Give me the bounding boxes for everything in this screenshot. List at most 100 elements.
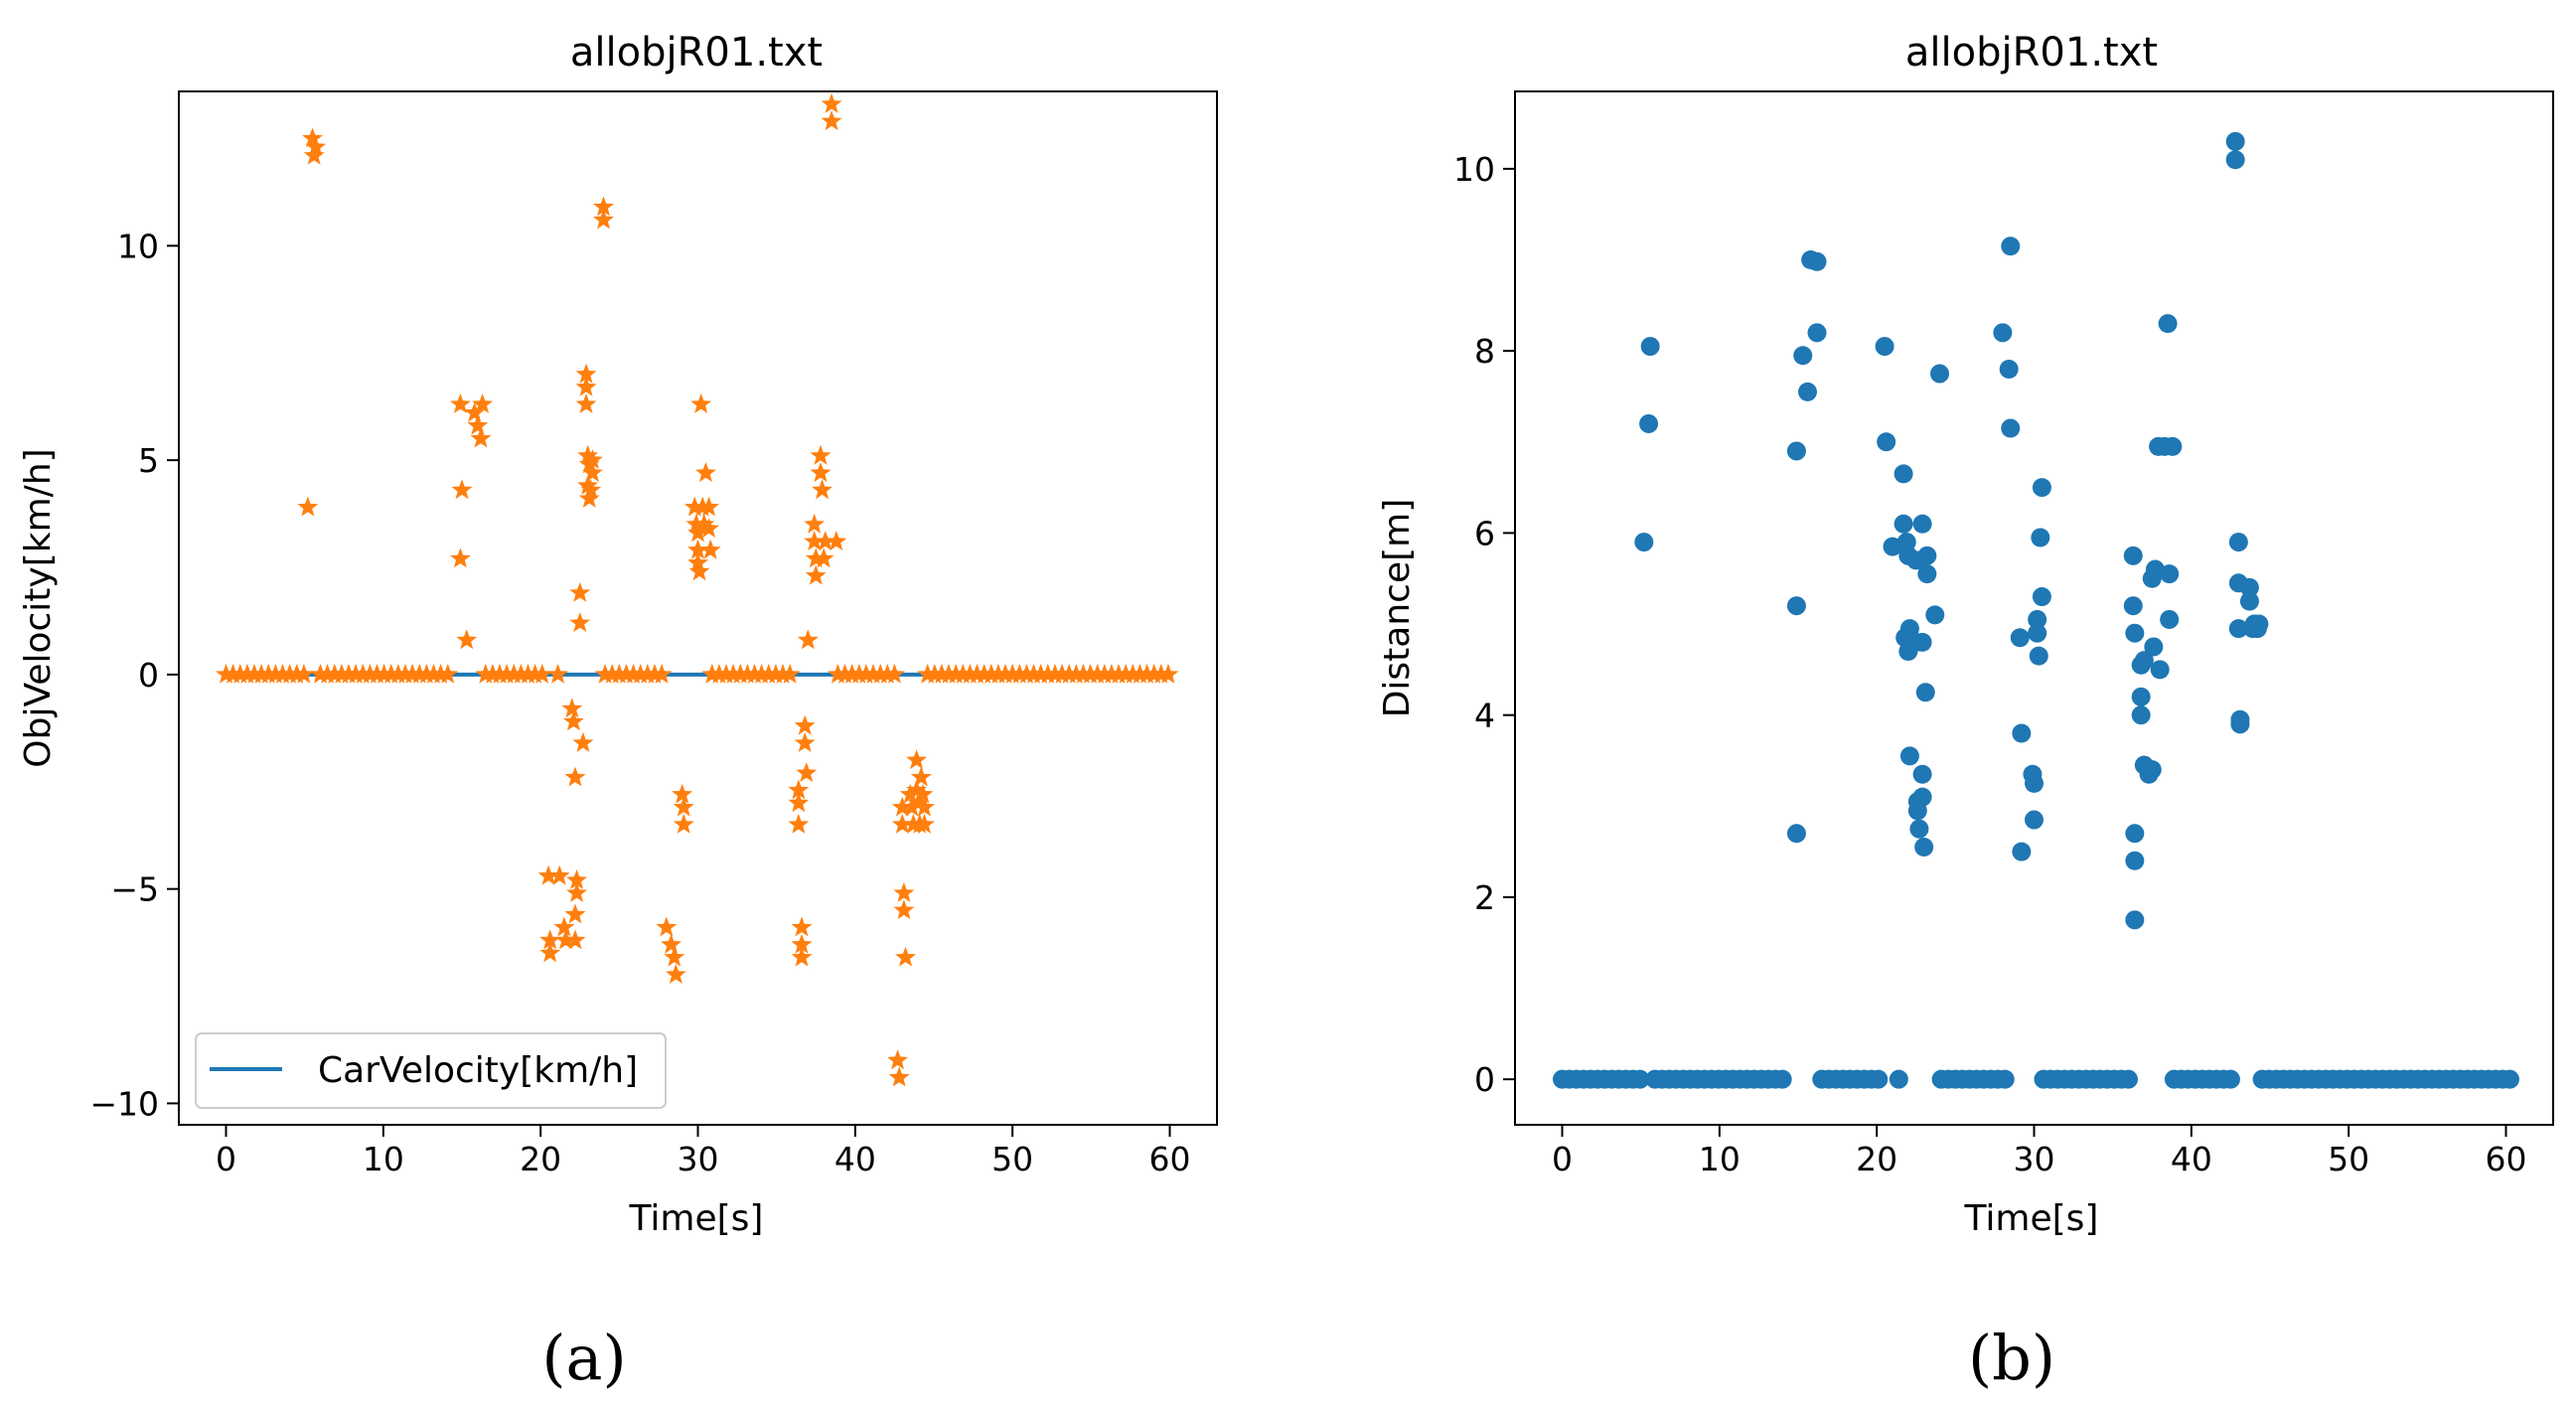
data-point-circle	[1995, 1069, 2015, 1089]
panel-label-b: (b)	[1968, 1322, 2055, 1394]
data-point-circle	[2032, 478, 2051, 498]
data-point-circle	[2131, 705, 2151, 725]
data-point-circle	[2500, 1069, 2519, 1089]
data-point-circle	[2158, 314, 2178, 334]
data-point-star	[539, 942, 561, 963]
data-point-star	[887, 1049, 908, 1070]
data-point-star	[665, 964, 686, 984]
data-point-star	[805, 547, 827, 568]
data-point-star	[305, 136, 327, 156]
data-point-circle	[2012, 842, 2032, 861]
data-point-star	[472, 393, 493, 413]
x-tick-label: 20	[520, 1140, 561, 1178]
y-tick-label: −5	[110, 870, 159, 909]
data-point-star	[901, 796, 923, 817]
data-point-star	[539, 929, 561, 950]
data-point-circle	[2123, 546, 2143, 565]
data-point-star	[804, 513, 826, 534]
x-tick-label: 20	[1856, 1140, 1897, 1178]
data-point-star	[578, 488, 600, 508]
data-point-circle	[2230, 714, 2250, 734]
data-point-star	[693, 513, 715, 534]
chart-a-marks	[216, 92, 1179, 1087]
chart-a-xlabel: Time[s]	[629, 1198, 764, 1239]
data-point-star	[561, 698, 583, 718]
data-point-star	[826, 531, 847, 550]
data-point-star	[564, 766, 586, 787]
data-point-circle	[2220, 1069, 2240, 1089]
data-point-star	[815, 531, 836, 550]
data-point-star	[1157, 663, 1179, 684]
x-tick-label: 30	[678, 1140, 719, 1178]
data-point-circle	[1894, 464, 1913, 484]
data-point-star	[470, 427, 492, 448]
x-tick-label: 50	[991, 1140, 1033, 1178]
data-point-circle	[1807, 323, 1827, 343]
data-point-star	[580, 479, 602, 500]
data-point-star	[547, 663, 568, 684]
data-point-circle	[1883, 537, 1902, 556]
data-point-circle	[2028, 623, 2047, 643]
data-point-circle	[2249, 614, 2269, 634]
data-point-circle	[2160, 609, 2180, 629]
data-point-star	[575, 363, 597, 384]
data-point-star	[895, 946, 916, 967]
data-point-star	[906, 749, 927, 770]
data-point-circle	[2239, 577, 2259, 597]
data-point-star	[577, 444, 599, 465]
data-point-star	[437, 663, 459, 684]
data-point-star	[293, 663, 315, 684]
data-point-star	[688, 560, 710, 581]
data-point-star	[821, 110, 842, 131]
y-tick-label: 6	[1474, 514, 1495, 552]
data-point-star	[683, 496, 705, 517]
data-point-circle	[2028, 609, 2047, 629]
data-point-circle	[1925, 605, 1945, 625]
y-tick-label: 5	[138, 441, 159, 480]
y-tick-label: 2	[1474, 878, 1495, 917]
data-point-star	[812, 479, 833, 500]
legend-entry-car-velocity: CarVelocity[km/h]	[318, 1050, 638, 1091]
data-point-circle	[1912, 632, 1932, 652]
data-point-circle	[1786, 596, 1806, 616]
data-point-circle	[1869, 1069, 1889, 1089]
data-point-star	[564, 903, 586, 924]
chart-b-ylabel: Distance[m]	[1377, 499, 1418, 718]
data-point-star	[810, 444, 832, 465]
data-point-circle	[1999, 359, 2019, 379]
x-tick-label: 40	[834, 1140, 876, 1178]
data-point-circle	[1786, 824, 1806, 844]
data-point-circle	[1772, 1069, 1792, 1089]
data-point-star	[914, 796, 935, 817]
chart-b-marks	[1553, 131, 2519, 1089]
data-point-star	[687, 551, 708, 572]
data-point-circle	[2134, 651, 2154, 671]
chart-a-ticks: 0 10 20 30 40 50 60 −10 −5 0 5 10	[89, 227, 1190, 1178]
data-point-circle	[1877, 432, 1896, 452]
data-point-circle	[1909, 819, 1929, 839]
y-tick-label: 10	[1453, 150, 1495, 189]
data-point-star	[687, 539, 708, 559]
data-point-circle	[1894, 514, 1913, 534]
chart-a-title: allobjR01.txt	[570, 30, 823, 76]
data-point-star	[569, 581, 591, 602]
chart-a-legend: CarVelocity[km/h]	[195, 1032, 667, 1109]
data-point-circle	[2163, 436, 2183, 456]
data-point-circle	[1917, 564, 1937, 584]
data-point-star	[575, 393, 597, 413]
data-point-star	[912, 783, 934, 804]
x-tick-label: 30	[2014, 1140, 2055, 1178]
data-point-star	[564, 929, 586, 950]
data-point-star	[464, 401, 486, 422]
data-point-circle	[2160, 564, 2180, 584]
chart-b-frame	[1514, 90, 2554, 1126]
y-tick-label: 0	[138, 656, 159, 695]
data-point-circle	[2010, 628, 2030, 648]
data-point-star	[451, 479, 473, 500]
data-point-circle	[2228, 533, 2248, 552]
data-point-circle	[1896, 533, 1916, 552]
x-tick-label: 60	[2486, 1140, 2527, 1178]
data-point-star	[788, 792, 810, 813]
data-point-star	[593, 196, 614, 217]
